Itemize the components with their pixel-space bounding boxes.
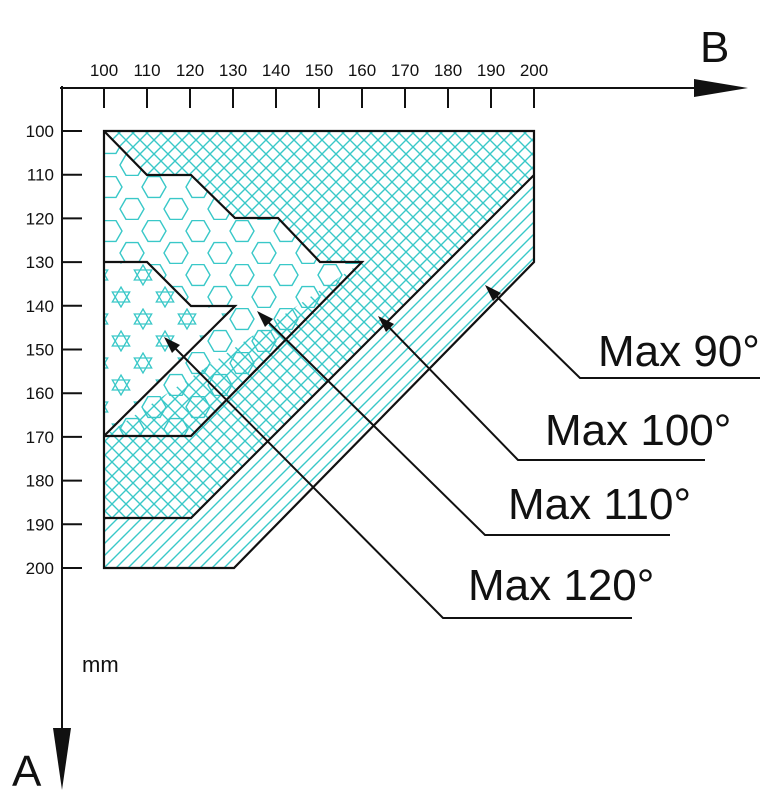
boundary-max90: [104, 174, 535, 520]
arrowhead-max110: [257, 311, 273, 327]
v-tick-label: 110: [27, 166, 54, 185]
v-tick-label: 100: [26, 122, 54, 141]
label-max120: Max 120°: [468, 561, 654, 610]
v-tick-label: 170: [26, 428, 54, 447]
boundary-max120: [103, 260, 238, 437]
vertical-axis-arrow: [53, 728, 71, 790]
h-tick-label: 150: [305, 61, 333, 80]
h-tick-label: 160: [348, 61, 376, 80]
outer-boundary: [102, 129, 536, 570]
horizontal-axis-arrow: [694, 79, 748, 97]
arrowhead-max100: [378, 316, 394, 332]
arrowhead-max90: [485, 285, 501, 301]
label-max100: Max 100°: [545, 406, 731, 455]
zone-max90: [104, 131, 534, 518]
arrowhead-max120: [164, 337, 180, 353]
label-max110: Max 110°: [508, 480, 691, 529]
v-tick-label: 200: [26, 559, 54, 578]
boundary-max110: [103, 130, 365, 438]
unit-label: mm: [82, 652, 119, 677]
v-tick-label: 160: [26, 384, 54, 403]
axis-letter-a: A: [12, 747, 42, 796]
h-tick-label: 170: [391, 61, 419, 80]
v-tick-label: 140: [26, 297, 54, 316]
v-tick-label: 180: [26, 472, 54, 491]
v-tick-label: 130: [26, 253, 54, 272]
h-tick-label: 120: [176, 61, 204, 80]
h-tick-label: 130: [219, 61, 247, 80]
vertical-ticks: 100 110 120 130 140 150 160 170 180 190 200: [26, 122, 82, 578]
zone-max120: [104, 262, 235, 436]
h-tick-label: 110: [133, 61, 160, 80]
v-tick-label: 120: [26, 209, 54, 228]
h-tick-label: 190: [477, 61, 505, 80]
zone-max110: [104, 131, 362, 436]
axes: 100 110 120 130 140 150 160 170 180 190 200 100 110…: [12, 23, 748, 796]
axis-letter-b: B: [700, 23, 729, 72]
h-tick-label: 180: [434, 61, 462, 80]
zone-max100: [104, 175, 534, 568]
leader-max90: [486, 286, 760, 379]
horizontal-ticks: 100 110 120 130 140 150 160 170 180 190 200: [90, 61, 548, 108]
leader-max110: [258, 312, 670, 536]
label-max90: Max 90°: [598, 327, 760, 376]
h-tick-label: 100: [90, 61, 118, 80]
v-tick-label: 150: [26, 341, 54, 360]
leader-max120: [165, 338, 632, 619]
v-tick-label: 190: [26, 515, 54, 534]
h-tick-label: 200: [520, 61, 548, 80]
leader-max100: [379, 317, 705, 461]
h-tick-label: 140: [262, 61, 290, 80]
